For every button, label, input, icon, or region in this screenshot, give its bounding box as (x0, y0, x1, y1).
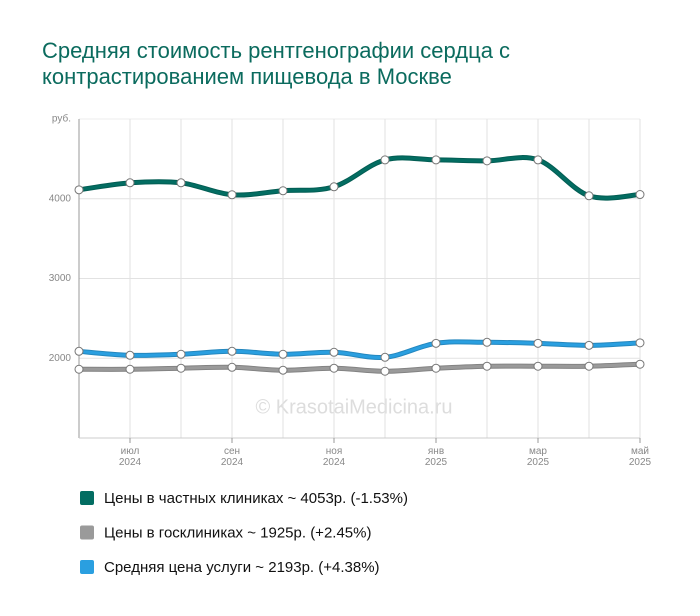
y-unit: руб. (52, 113, 71, 125)
data-point (227, 362, 237, 372)
data-point (74, 364, 84, 374)
data-point (533, 361, 543, 371)
watermark: © KrasotaiMedicina.ru (255, 396, 452, 418)
x-tick-label-line: мар (529, 446, 547, 457)
legend-label: Средняя цена услуги ~ 2193р. (+4.38%) (104, 559, 380, 576)
data-point (176, 363, 186, 373)
x-tick-label: мар 2025 (527, 446, 550, 468)
data-point (584, 191, 594, 201)
data-point (329, 347, 339, 357)
data-point (482, 337, 492, 347)
x-tick-label-line: 2025 (629, 457, 652, 468)
x-tick-label-line: 2024 (323, 457, 346, 468)
data-point (431, 338, 441, 348)
data-point (278, 349, 288, 359)
legend-label: Цены в частных клиниках ~ 4053р. (-1.53%… (104, 490, 408, 507)
y-tick-label: 2000 (49, 353, 72, 364)
data-point (635, 190, 645, 200)
y-tick-label: 3000 (49, 273, 72, 284)
data-point (227, 346, 237, 356)
series-line-inner (78, 340, 641, 360)
legend-swatch (80, 560, 94, 574)
data-point (125, 178, 135, 188)
legend-label: Цены в госклиниках ~ 1925р. (+2.45%) (104, 524, 371, 541)
chart-title: Средняя стоимость рентгенографии сердца … (42, 38, 511, 89)
x-tick-label-line: янв (428, 446, 444, 457)
x-tick-label-line: 2024 (221, 457, 244, 468)
data-point (380, 352, 390, 362)
data-point (635, 359, 645, 369)
data-point (227, 190, 237, 200)
x-tick-label-line: 2025 (425, 457, 448, 468)
x-tick-label-line: май (631, 446, 649, 457)
series-line (76, 155, 643, 201)
data-point (380, 366, 390, 376)
x-tick-label: май 2025 (629, 446, 652, 468)
legend-swatch (80, 491, 94, 505)
data-point (635, 338, 645, 348)
data-point (533, 338, 543, 348)
data-point (584, 340, 594, 350)
x-tick-label-line: ноя (326, 446, 343, 457)
x-tick-label-line: 2025 (527, 457, 550, 468)
series-line-inner (78, 156, 641, 200)
data-point (533, 155, 543, 165)
data-point (125, 364, 135, 374)
data-point (176, 178, 186, 188)
data-point (431, 155, 441, 165)
x-tick-label-line: июл (121, 446, 140, 457)
data-point (74, 185, 84, 195)
data-point (125, 350, 135, 360)
y-tick-label: 4000 (49, 193, 72, 204)
data-point (74, 346, 84, 356)
data-point (380, 155, 390, 165)
data-point (176, 349, 186, 359)
data-point (278, 186, 288, 196)
x-tick-label: сен 2024 (221, 446, 244, 468)
data-point (329, 363, 339, 373)
data-point (329, 182, 339, 192)
data-point (482, 361, 492, 371)
x-tick-label-line: 2024 (119, 457, 142, 468)
data-point (278, 365, 288, 375)
x-tick-label-line: сен (224, 446, 240, 457)
x-tick-label: янв 2025 (425, 446, 448, 468)
legend-swatch (80, 525, 94, 540)
data-point (482, 156, 492, 166)
x-tick-label: ноя 2024 (323, 446, 346, 468)
x-tick-label: июл 2024 (119, 446, 142, 468)
data-point (584, 361, 594, 371)
data-point (431, 363, 441, 373)
